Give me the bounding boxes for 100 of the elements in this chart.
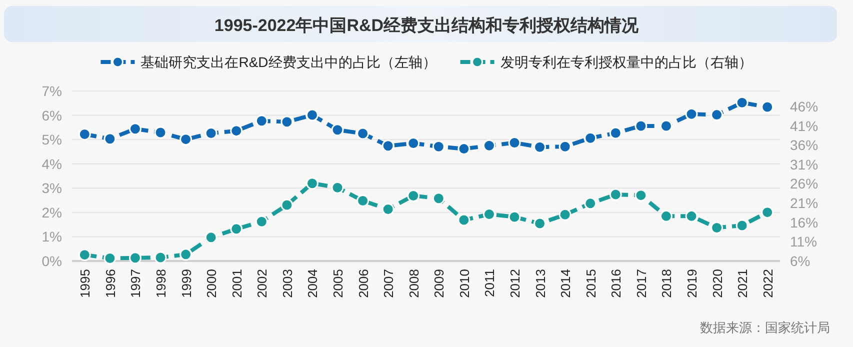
point: [180, 248, 192, 261]
point: [382, 140, 394, 152]
point: [331, 181, 344, 194]
point: [558, 208, 572, 221]
x-tick-label: 2002: [254, 269, 270, 298]
point: [558, 140, 572, 153]
x-tick-label: 1996: [102, 269, 118, 298]
point: [508, 136, 521, 149]
point: [432, 140, 445, 153]
y-tick-label: 7%: [42, 83, 62, 99]
x-tick-label: 2005: [330, 269, 346, 298]
y2-tick-label: 26%: [790, 176, 818, 192]
point: [710, 108, 724, 122]
y-tick-label: 6%: [42, 107, 62, 124]
y2-tick-label: 46%: [790, 98, 818, 114]
y2-tick-label: 41%: [790, 118, 818, 134]
point: [609, 126, 622, 140]
y-tick-label: 0%: [42, 253, 62, 269]
x-tick-label: 1997: [128, 269, 144, 298]
x-tick-label: 2013: [532, 269, 548, 298]
x-tick-label: 2019: [684, 269, 700, 298]
point: [534, 217, 546, 230]
x-tick-label: 2020: [710, 269, 725, 298]
point: [104, 132, 116, 146]
point: [104, 252, 116, 265]
x-tick-label: 2007: [381, 269, 396, 298]
x-tick-label: 2009: [432, 269, 447, 298]
point: [180, 133, 192, 146]
point: [736, 219, 748, 232]
y-tick-label: 5%: [42, 132, 62, 148]
x-tick-label: 2022: [760, 269, 776, 298]
point: [255, 215, 268, 228]
point: [356, 127, 370, 140]
point: [255, 114, 268, 128]
x-tick-label: 2003: [280, 269, 295, 298]
point: [306, 177, 318, 190]
y2-tick-label: 36%: [790, 137, 818, 154]
point: [761, 100, 774, 114]
x-tick-label: 2011: [482, 269, 498, 297]
point: [230, 222, 243, 236]
point: [154, 126, 167, 139]
x-tick-label: 2017: [634, 269, 649, 298]
point: [609, 188, 622, 201]
point: [458, 214, 470, 226]
point: [458, 142, 470, 156]
source-note: 数据来源：国家统计局: [700, 320, 830, 335]
x-tick-label: 2004: [305, 269, 320, 298]
x-tick-label: 1995: [78, 269, 93, 298]
point: [128, 122, 142, 136]
y-tick-label: 1%: [42, 228, 62, 245]
point: [407, 189, 420, 202]
point: [584, 197, 597, 210]
x-tick-label: 1999: [178, 269, 194, 298]
point: [685, 210, 698, 222]
point: [634, 189, 648, 202]
y2-tick-label: 31%: [790, 156, 818, 172]
legend-label: 发明专利在专利授权量中的占比（右轴）: [500, 54, 752, 70]
point: [230, 124, 243, 138]
y-tick-label: 3%: [42, 180, 62, 196]
point: [356, 194, 370, 207]
legend-label: 基础研究支出在R&D经费支出中的占比（左轴）: [140, 54, 436, 70]
point: [204, 231, 218, 244]
y2-tick-label: 21%: [790, 195, 818, 212]
point: [407, 136, 420, 150]
point: [280, 198, 294, 212]
point: [382, 202, 394, 216]
point: [710, 222, 724, 234]
x-tick-label: 2001: [229, 269, 244, 298]
x-tick-label: 2006: [356, 269, 371, 298]
point: [761, 206, 774, 219]
point: [660, 210, 672, 222]
point: [331, 124, 344, 136]
point: [280, 116, 294, 128]
x-tick-label: 2000: [204, 269, 220, 298]
y-tick-label: 2%: [42, 204, 62, 220]
point: [482, 208, 496, 220]
point: [154, 251, 167, 264]
point: [432, 192, 445, 205]
x-tick-label: 1998: [154, 269, 168, 298]
y2-tick-label: 16%: [790, 214, 818, 230]
point: [534, 140, 546, 154]
x-tick-label: 2015: [583, 269, 598, 298]
point: [78, 128, 91, 140]
y2-tick-label: 6%: [790, 253, 810, 269]
x-tick-label: 2021: [735, 269, 750, 298]
x-tick-label: 2008: [406, 269, 422, 298]
x-tick-label: 2012: [508, 269, 522, 298]
point: [128, 252, 142, 264]
point: [482, 139, 496, 152]
x-tick-label: 2018: [659, 269, 674, 298]
point: [204, 127, 218, 140]
x-tick-label: 2016: [608, 269, 624, 298]
x-tick-label: 2010: [456, 269, 472, 298]
point: [78, 248, 91, 262]
point: [634, 120, 648, 132]
point: [584, 132, 597, 144]
point: [736, 96, 748, 109]
point: [685, 108, 698, 120]
y2-tick-label: 11%: [790, 234, 817, 250]
point: [660, 120, 672, 132]
